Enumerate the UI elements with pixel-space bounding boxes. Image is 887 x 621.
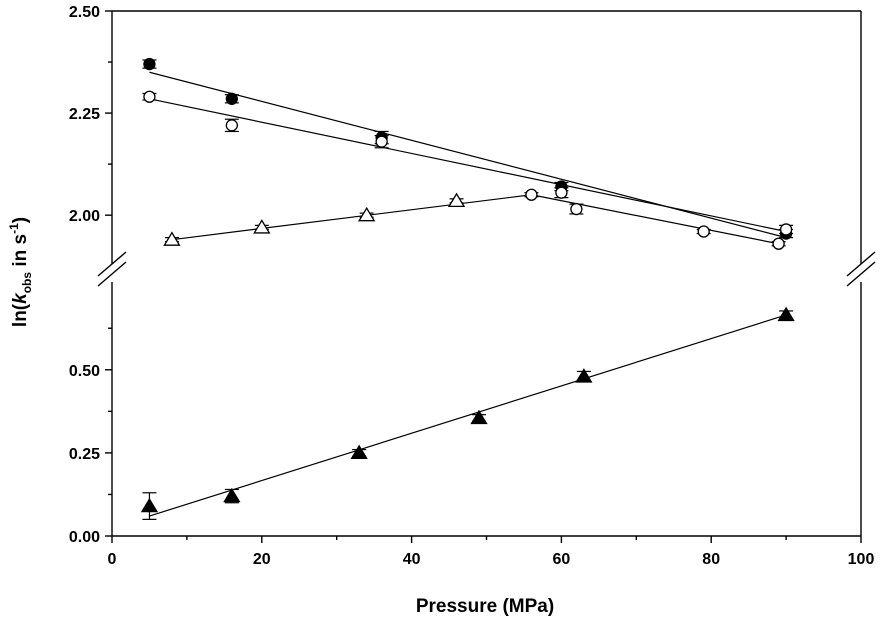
series-5 [140, 306, 795, 520]
x-tick-label: 20 [253, 551, 271, 568]
data-point [223, 487, 241, 503]
data-point [350, 444, 368, 460]
data-point [447, 192, 466, 208]
y-label-suffix: ) [10, 217, 31, 223]
series-layer [140, 57, 795, 520]
fit-line [531, 194, 779, 245]
x-axis-label: Pressure (MPa) [416, 596, 554, 617]
data-point [143, 90, 156, 103]
y-upper-tick-label: 2.00 [69, 208, 100, 225]
y-upper-tick-label: 2.50 [69, 4, 100, 21]
data-point [358, 206, 376, 222]
series-4 [524, 188, 786, 250]
y-label-k: k [10, 292, 31, 304]
y-label-prefix: ln( [10, 303, 31, 327]
x-tick-label: 100 [848, 551, 875, 568]
data-point [143, 57, 156, 71]
series-3 [163, 192, 532, 246]
data-point [140, 497, 159, 513]
data-point [253, 219, 271, 234]
ticks-layer: 0 20 40 60 80 100 2.00 2.25 2.50 0.00 0.25 0.50 [69, 4, 875, 568]
y-label-sup: -1 [7, 223, 21, 234]
data-point [570, 202, 583, 216]
data-point [575, 368, 593, 383]
fit-line [149, 71, 787, 239]
y-lower-tick-label: 0.50 [69, 363, 100, 380]
y-upper-tick-label: 2.25 [69, 106, 100, 123]
x-tick-label: 60 [553, 551, 571, 568]
data-point [225, 119, 238, 132]
data-point [470, 409, 488, 425]
fit-line [149, 314, 787, 517]
data-point [779, 223, 793, 236]
data-point [772, 237, 785, 250]
y-axis-label: ln(kobs in s-1) [7, 217, 34, 327]
left-break-mark-2 [97, 261, 127, 287]
data-point [225, 92, 238, 105]
data-point [163, 231, 181, 246]
right-break-mark-1 [846, 251, 876, 277]
y-label-mid: in s [10, 234, 31, 272]
data-point [777, 306, 795, 322]
data-point [555, 186, 568, 199]
series-2 [142, 90, 794, 236]
series-1 [142, 57, 794, 240]
y-lower-tick-label: 0.25 [69, 446, 100, 463]
fit-line [171, 194, 532, 241]
y-label-sub: obs [20, 272, 34, 294]
data-point [525, 188, 538, 201]
x-tick-label: 40 [403, 551, 421, 568]
y-lower-tick-label: 0.00 [69, 529, 100, 546]
data-point [375, 135, 388, 148]
x-tick-label: 0 [108, 551, 117, 568]
x-tick-label: 80 [702, 551, 720, 568]
data-point [697, 225, 710, 238]
fit-line [149, 98, 787, 233]
right-break-mark-2 [846, 261, 876, 287]
left-break-mark-1 [97, 251, 127, 277]
